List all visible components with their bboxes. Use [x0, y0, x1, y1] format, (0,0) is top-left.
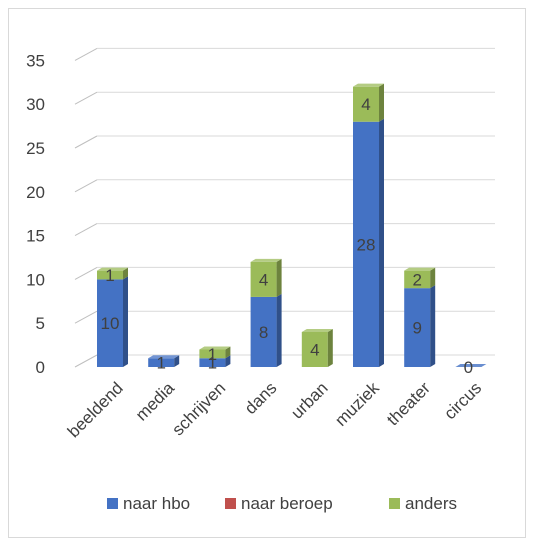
category-label: theater — [383, 378, 434, 429]
category-label: circus — [440, 378, 485, 423]
y-axis-ticks: 0 5 10 15 20 25 30 35 — [26, 51, 45, 377]
bar-side — [430, 285, 436, 367]
category-label: schrijven — [168, 378, 229, 439]
legend-label: naar hbo — [123, 494, 190, 513]
y-tick-label: 30 — [26, 95, 45, 114]
bar-anders — [404, 270, 431, 289]
bar-anders — [97, 270, 123, 280]
bar-anders — [353, 86, 379, 122]
y-tick-label: 0 — [36, 358, 45, 377]
data-label: 8 — [259, 323, 268, 342]
bar-side — [276, 293, 282, 367]
y-tick-label: 10 — [26, 270, 45, 289]
bar-naar-hbo — [148, 358, 175, 367]
bar-side — [123, 267, 128, 280]
bar-top — [199, 346, 231, 350]
gridline-diagonal — [74, 354, 98, 368]
bar-side — [225, 355, 231, 367]
bar-side — [379, 118, 384, 367]
data-label: 1 — [208, 354, 217, 373]
bar-top — [301, 328, 333, 332]
y-tick-label: 20 — [26, 183, 45, 202]
bar-side — [379, 83, 384, 122]
y-tick-label: 35 — [26, 51, 45, 70]
gridline-diagonal — [74, 135, 98, 149]
data-label: 4 — [310, 340, 319, 359]
bar-top — [250, 258, 282, 262]
gridline-diagonal — [74, 91, 98, 105]
data-label: 10 — [101, 314, 120, 333]
y-tick-label: 15 — [26, 227, 45, 246]
category-label: dans — [241, 378, 281, 418]
bar-side — [123, 276, 128, 367]
bar-naar-hbo — [353, 121, 379, 367]
y-tick-label: 5 — [36, 314, 45, 333]
data-label: 2 — [412, 270, 421, 289]
legend-swatch — [225, 498, 236, 509]
bar-top — [97, 267, 128, 271]
bar-top — [148, 355, 180, 359]
bar-naar-hbo — [199, 358, 226, 367]
bar-anders — [301, 331, 328, 367]
bar-anders — [199, 349, 226, 359]
gridline-diagonal — [74, 266, 98, 280]
y-tick-label: 25 — [26, 139, 45, 158]
legend-swatch — [389, 498, 400, 509]
category-label: muziek — [331, 378, 383, 430]
bar-top — [404, 267, 436, 271]
legend-swatch — [107, 498, 118, 509]
data-label: 9 — [412, 319, 421, 338]
bar-naar-hbo — [97, 279, 123, 367]
category-label: beeldend — [64, 378, 127, 441]
data-label: 4 — [259, 270, 268, 289]
gridline-diagonal — [74, 179, 98, 193]
legend: naar hbo naar beroep anders — [107, 494, 457, 513]
gridline-diagonal — [74, 223, 98, 237]
bar-top — [353, 83, 384, 87]
bar-cap — [455, 364, 487, 367]
gridline-diagonal — [74, 47, 98, 61]
data-label: 4 — [361, 95, 370, 114]
gridlines — [74, 47, 495, 368]
bar-naar-hbo — [250, 296, 277, 367]
bar-side — [430, 267, 436, 289]
bar-side — [276, 258, 282, 297]
data-label: 1 — [208, 345, 217, 364]
gridline-diagonal — [74, 310, 98, 324]
bar-side — [225, 346, 231, 359]
bar-side — [174, 355, 180, 367]
category-label: media — [132, 378, 179, 425]
bars — [97, 83, 487, 367]
data-label: 0 — [464, 358, 473, 377]
category-label: urban — [287, 378, 331, 422]
legend-label: anders — [405, 494, 457, 513]
bar-side — [327, 328, 333, 367]
data-label: 1 — [156, 354, 165, 373]
legend-label: naar beroep — [241, 494, 333, 513]
bar-naar-hbo — [404, 288, 431, 367]
data-label: 1 — [105, 266, 114, 285]
data-label: 28 — [357, 235, 376, 254]
chart-area: 0 5 10 15 20 25 30 35 10 1 1 1 1 8 4 4 28 4 9 2 0 beeldend m… — [8, 8, 526, 538]
bar-anders — [250, 261, 277, 297]
